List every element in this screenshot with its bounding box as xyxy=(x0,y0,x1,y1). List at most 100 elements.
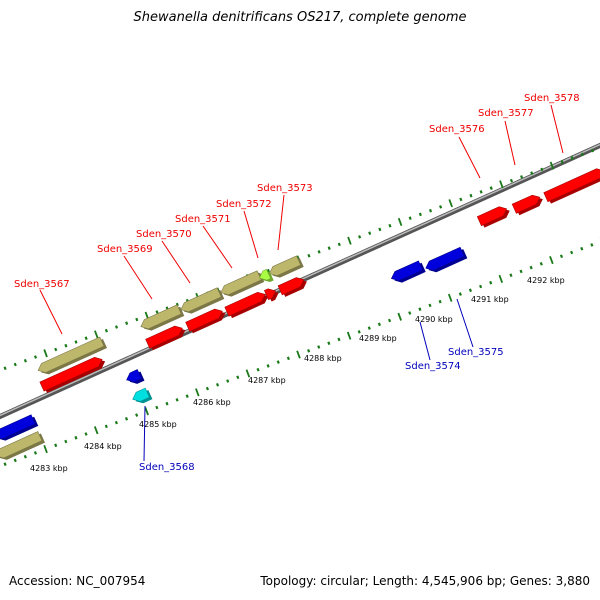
gene-blue-body xyxy=(390,260,424,281)
gene-khaki xyxy=(180,287,225,314)
minor-tick xyxy=(13,362,17,367)
minor-tick xyxy=(539,262,543,266)
major-tick xyxy=(245,369,251,378)
minor-tick xyxy=(580,152,584,157)
major-tick xyxy=(549,255,554,265)
gene-label[interactable]: Sden_3573 xyxy=(257,183,313,194)
minor-tick xyxy=(468,288,473,293)
gene-khaki xyxy=(220,270,265,297)
gene-label[interactable]: Sden_3568 xyxy=(139,462,195,473)
gene-label[interactable]: Sden_3571 xyxy=(175,214,231,225)
gene-track xyxy=(0,168,600,460)
minor-tick xyxy=(125,321,129,326)
minor-tick xyxy=(236,375,240,380)
major-tick xyxy=(43,349,48,358)
minor-tick xyxy=(479,190,483,194)
gene-label[interactable]: Sden_3575 xyxy=(448,347,504,358)
minor-tick xyxy=(64,439,68,444)
minor-tick xyxy=(439,205,443,209)
gene-red-body xyxy=(476,206,508,227)
gene-label[interactable]: Sden_3572 xyxy=(216,199,272,210)
gene-blue xyxy=(390,260,426,283)
minor-tick xyxy=(590,243,594,247)
minor-tick xyxy=(337,337,341,342)
gene-red-body xyxy=(39,357,103,392)
minor-tick xyxy=(286,356,290,361)
gene-label[interactable]: Sden_3574 xyxy=(405,361,461,372)
minor-tick xyxy=(175,398,179,402)
label-leader-line xyxy=(456,298,474,348)
gene-blue xyxy=(425,246,468,273)
minor-tick xyxy=(33,451,38,455)
minor-tick xyxy=(104,424,108,429)
label-leader-line xyxy=(243,210,259,259)
minor-tick xyxy=(114,325,119,329)
minor-tick xyxy=(185,394,189,398)
minor-tick xyxy=(317,345,321,349)
gene-blue-body xyxy=(425,246,465,271)
major-tick xyxy=(448,199,453,208)
minor-tick xyxy=(489,280,493,285)
major-tick xyxy=(397,312,402,321)
gene-khaki xyxy=(140,304,185,331)
label-leader-line xyxy=(161,240,191,284)
gene-label[interactable]: Sden_3578 xyxy=(524,93,580,104)
gene-khaki xyxy=(0,431,45,460)
gene-label[interactable]: Sden_3577 xyxy=(478,108,534,119)
scale-label: 4287 kbp xyxy=(248,376,286,385)
label-leader-line xyxy=(143,405,146,462)
minor-tick xyxy=(570,250,574,255)
minor-tick xyxy=(256,367,260,372)
minor-tick xyxy=(337,242,341,247)
minor-tick xyxy=(509,178,514,183)
gene-label[interactable]: Sden_3569 xyxy=(97,244,153,255)
minor-tick xyxy=(74,340,78,344)
tick-track-bottom xyxy=(3,237,600,466)
minor-tick xyxy=(388,223,392,228)
gene-label[interactable]: Sden_3570 xyxy=(136,229,192,240)
major-tick xyxy=(347,236,352,245)
minor-tick xyxy=(560,160,564,164)
minor-tick xyxy=(469,193,473,198)
gene-red xyxy=(476,206,510,228)
gene-lime xyxy=(259,268,274,283)
scale-label: 4285 kbp xyxy=(139,420,177,429)
gene-red xyxy=(277,277,307,297)
minor-tick xyxy=(357,330,361,334)
gene-blue-body xyxy=(126,369,142,383)
gene-red-body xyxy=(185,308,223,332)
minor-tick xyxy=(408,311,412,315)
scale-label: 4291 kbp xyxy=(471,295,509,304)
major-tick xyxy=(43,444,48,454)
gene-red-body xyxy=(145,325,183,349)
minor-tick xyxy=(205,386,210,391)
minor-tick xyxy=(74,435,78,440)
minor-tick xyxy=(408,216,412,220)
minor-tick xyxy=(64,343,68,348)
map-title: Shewanella denitrificans OS217, complete… xyxy=(133,10,467,25)
gene-khaki-body xyxy=(180,287,222,313)
gene-cyan-body xyxy=(132,387,150,402)
gene-cyan xyxy=(132,387,153,404)
minor-tick xyxy=(33,355,38,359)
gene-khaki xyxy=(268,255,304,278)
minor-tick xyxy=(418,212,422,217)
gene-khaki-body xyxy=(220,270,262,296)
minor-tick xyxy=(479,284,483,289)
minor-tick xyxy=(226,379,230,383)
minor-tick xyxy=(519,269,523,274)
gene-label[interactable]: Sden_3567 xyxy=(14,279,70,290)
minor-tick xyxy=(378,227,382,232)
gene-red xyxy=(543,168,600,204)
major-tick xyxy=(93,426,99,435)
minor-tick xyxy=(276,360,280,364)
gene-label[interactable]: Sden_3576 xyxy=(429,124,485,135)
major-tick xyxy=(549,161,555,170)
gene-red-body xyxy=(511,194,541,214)
minor-tick xyxy=(559,254,564,259)
gene-red xyxy=(511,194,543,216)
scale-label: 4286 kbp xyxy=(193,398,231,407)
minor-tick xyxy=(590,148,595,153)
